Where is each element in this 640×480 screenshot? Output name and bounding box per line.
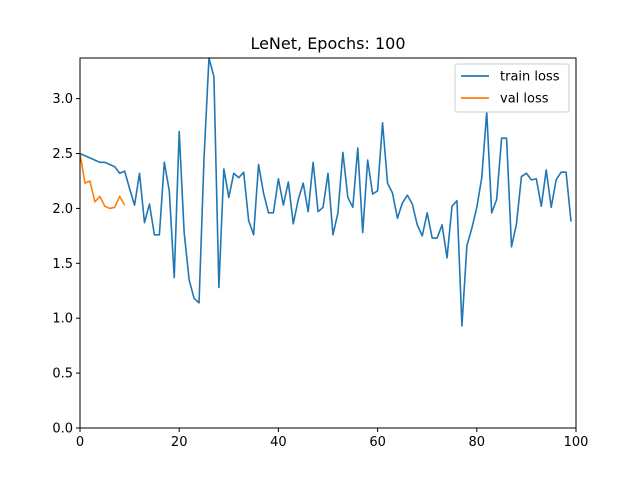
x-axis: 0 20 40 60 80 100 — [76, 428, 589, 450]
x-tick-label: 20 — [171, 435, 188, 450]
y-tick-label: 1.5 — [52, 257, 73, 272]
series-layer — [79, 57, 572, 327]
x-tick-label: 100 — [564, 435, 589, 450]
y-tick-label: 2.0 — [52, 202, 73, 217]
series-line-2 — [79, 153, 126, 210]
plot-frame — [79, 57, 577, 429]
x-tick-label: 40 — [270, 435, 287, 450]
y-tick-label: 0.5 — [52, 367, 73, 382]
legend: train loss val loss — [454, 63, 570, 113]
chart-title: LeNet, Epochs: 100 — [250, 34, 405, 53]
y-tick-label: 0.0 — [52, 422, 73, 437]
y-tick-label: 2.5 — [52, 147, 73, 162]
x-tick-label: 80 — [469, 435, 486, 450]
x-tick-label: 0 — [76, 435, 84, 450]
plot-area — [80, 58, 576, 428]
legend-label-2: val loss — [500, 92, 549, 107]
legend-label-1: train loss — [500, 70, 560, 85]
y-tick-label: 1.0 — [52, 312, 73, 327]
y-tick-label: 3.0 — [52, 92, 73, 107]
y-axis: 0.0 0.5 1.0 1.5 2.0 2.5 3.0 — [52, 92, 80, 437]
series-line-1 — [79, 57, 572, 327]
x-tick-label: 60 — [369, 435, 386, 450]
